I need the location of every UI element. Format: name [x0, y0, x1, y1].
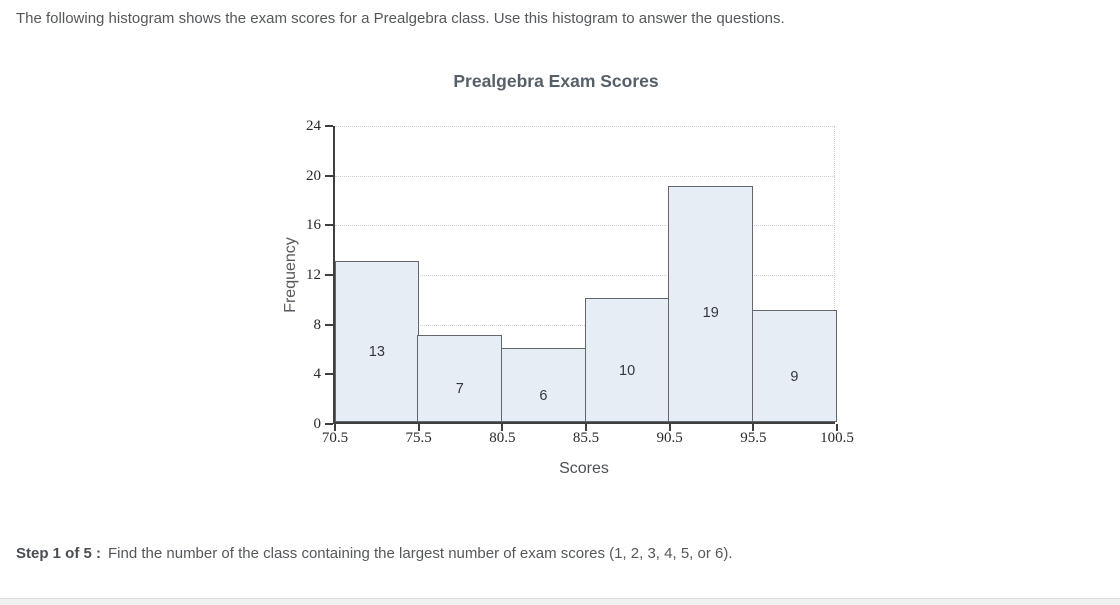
gridline	[335, 275, 835, 276]
x-tick	[752, 424, 755, 431]
x-tick-label: 80.5	[489, 430, 516, 446]
y-tick-label: 8	[313, 316, 322, 333]
bar-value-label: 7	[455, 380, 464, 397]
y-tick-label: 24	[306, 118, 321, 134]
x-tick-label: 85.5	[572, 430, 600, 446]
x-tick	[417, 424, 420, 431]
bar-value-label: 19	[702, 305, 719, 322]
y-tick-label: 12	[306, 267, 321, 283]
y-tick	[325, 423, 333, 425]
y-tick	[325, 174, 333, 177]
histogram-bar: 13	[335, 260, 419, 422]
y-tick-label: 16	[306, 217, 321, 234]
bar-value-label: 9	[790, 369, 799, 386]
x-tick	[836, 424, 838, 431]
x-tick	[501, 424, 504, 431]
y-tick	[325, 323, 333, 326]
histogram-bar: 9	[751, 310, 837, 422]
y-tick	[325, 125, 333, 127]
y-tick-label: 0	[313, 416, 322, 432]
x-tick-label: 95.5	[740, 430, 767, 446]
y-tick-label: 20	[306, 167, 321, 184]
x-tick	[668, 424, 671, 431]
x-tick-label: 75.5	[405, 430, 432, 446]
step-number-label: Step 1 of 5 :	[16, 545, 102, 562]
step-question-text: Find the number of the class containing …	[108, 545, 733, 562]
chart-title: Prealgebra Exam Scores	[453, 71, 659, 91]
gridline	[335, 126, 835, 127]
x-axis-title: Scores	[559, 460, 609, 477]
y-tick	[325, 274, 333, 276]
y-tick-label: 4	[313, 366, 322, 383]
bar-value-label: 6	[539, 388, 548, 405]
histogram-bar: 7	[417, 335, 503, 422]
histogram-bar: 10	[584, 297, 670, 422]
gridline	[335, 175, 835, 177]
y-tick	[325, 224, 333, 227]
y-tick	[325, 373, 333, 376]
plot-right-edge	[834, 126, 835, 422]
x-tick	[585, 424, 587, 431]
histogram-bar: 19	[668, 186, 754, 422]
step-prompt: Step 1 of 5 : Find the number of the clas…	[16, 545, 1080, 562]
histogram-bar: 6	[500, 347, 586, 422]
x-tick-label: 70.5	[321, 430, 349, 446]
histogram-figure: Prealgebra Exam Scores Frequency 13 7 6 10 1…	[277, 68, 854, 488]
intro-text: The following histogram shows the exam s…	[16, 10, 785, 27]
bar-value-label: 13	[368, 344, 385, 361]
x-tick-label: 100.5	[820, 430, 854, 446]
plot-area: 13 7 6 10 19 9 0 4 8 12 16 20 24 70.5 75.5 80.5 85.5 90.5…	[306, 118, 854, 446]
gridline	[335, 225, 835, 227]
x-tick-label: 90.5	[656, 430, 683, 446]
bottom-panel-edge	[0, 598, 1120, 605]
x-tick	[334, 424, 336, 431]
bar-value-label: 10	[619, 362, 636, 379]
